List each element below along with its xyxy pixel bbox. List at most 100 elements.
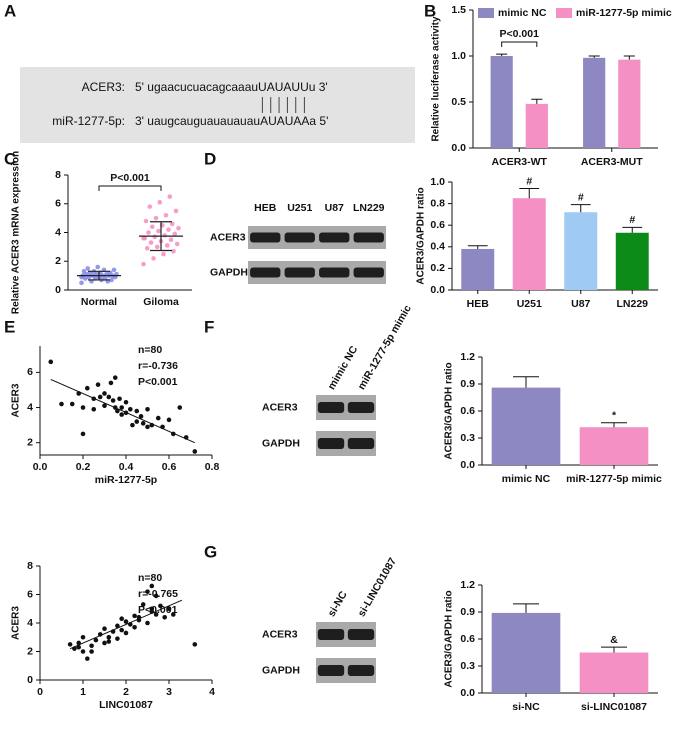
y-tick-label: 0 — [55, 284, 61, 296]
bar — [583, 57, 606, 149]
base-pairing — [261, 97, 305, 113]
bar — [490, 56, 513, 148]
blot-lane-label: miR-1277-5p mimic — [356, 303, 414, 392]
point — [177, 405, 183, 410]
dot — [172, 231, 178, 237]
dot — [141, 261, 146, 267]
error-bar — [519, 187, 540, 199]
dot — [81, 269, 87, 274]
point — [153, 612, 159, 617]
point — [102, 626, 107, 631]
x-axis-label: LINC01087 — [99, 699, 153, 711]
fit-line — [50, 378, 196, 444]
dot — [156, 228, 161, 234]
x-tick-label: 1 — [80, 686, 86, 698]
blot-band — [347, 438, 375, 449]
stat-annotation: n=80 — [138, 344, 162, 356]
sd-bar — [150, 221, 172, 252]
blot-band — [250, 267, 281, 278]
y-tick-label: 8 — [55, 169, 61, 181]
y-tick-label: 2 — [27, 645, 33, 657]
stat-annotation: r=-0.736 — [138, 360, 178, 372]
dot — [173, 208, 179, 214]
blot-row-label: GAPDH — [210, 266, 248, 278]
point — [119, 405, 124, 410]
point — [155, 415, 161, 421]
significance-mark: # — [526, 175, 532, 187]
x-tick-label: miR-1277-5p mimic — [566, 473, 662, 485]
blot-lane-label: si-NC — [326, 589, 350, 619]
panel-letter: E — [4, 317, 15, 336]
x-tick-label: si-NC — [512, 701, 540, 713]
blot-band — [317, 665, 345, 676]
point — [166, 606, 172, 612]
point — [115, 408, 120, 414]
y-tick-label: 0.0 — [430, 284, 445, 296]
point — [128, 406, 133, 412]
point — [145, 589, 150, 594]
bar — [461, 248, 495, 290]
dot — [111, 267, 117, 273]
point — [140, 602, 146, 607]
dot — [154, 244, 160, 250]
sequence: 3' uaugcauguauauauauAUAUAAa 5' — [135, 114, 328, 128]
dot — [164, 243, 170, 248]
point — [117, 396, 122, 402]
point — [93, 637, 99, 643]
point — [85, 385, 90, 391]
point — [123, 399, 129, 405]
point — [106, 634, 112, 640]
point — [192, 449, 198, 454]
blot-band — [284, 267, 315, 278]
blot-background — [248, 226, 386, 249]
y-tick-label: 0.4 — [430, 241, 445, 253]
point — [106, 639, 112, 644]
point — [123, 619, 129, 624]
x-tick-label: HEB — [467, 298, 490, 310]
error-bar — [570, 204, 591, 213]
y-tick-label: 1.2 — [460, 579, 475, 591]
blot-band — [317, 438, 345, 449]
point — [119, 627, 124, 633]
y-tick-label: 4 — [27, 617, 33, 629]
y-tick-label: 4 — [55, 226, 61, 238]
error-bar — [623, 55, 635, 60]
stat-annotation: n=80 — [138, 572, 162, 584]
point — [67, 642, 73, 647]
x-tick-label: 2 — [123, 686, 129, 698]
panel-letter: C — [4, 149, 16, 168]
error-bar — [588, 55, 600, 58]
legend-swatch — [478, 8, 494, 18]
panel-letter: B — [424, 1, 436, 20]
dot — [85, 266, 91, 271]
y-tick-label: 1.0 — [430, 176, 445, 188]
error-bar — [622, 226, 643, 233]
point — [119, 412, 124, 417]
bar — [491, 612, 561, 693]
y-tick-label: 2 — [55, 255, 61, 267]
dot — [169, 221, 175, 227]
x-tick-label: Normal — [81, 296, 117, 308]
point — [97, 394, 103, 400]
dot — [166, 227, 171, 232]
point — [145, 620, 150, 626]
blot-row-label: ACER3 — [210, 231, 246, 243]
x-tick-label: Giloma — [143, 296, 179, 308]
x-tick-label: mimic NC — [502, 473, 551, 485]
sequence-label: miR-1277-5p: — [52, 114, 125, 128]
blot-band — [250, 232, 281, 243]
point — [134, 419, 140, 424]
x-tick-label: 3 — [166, 686, 172, 698]
blot-background — [248, 261, 386, 284]
point — [91, 406, 97, 412]
dot — [153, 215, 159, 221]
x-tick-label: 4 — [209, 686, 215, 698]
y-tick-label: 0.6 — [460, 633, 475, 645]
error-bar — [496, 53, 508, 56]
dot — [144, 246, 150, 251]
y-tick-label: 0.3 — [460, 660, 475, 672]
point — [110, 398, 116, 403]
y-tick-label: 0.0 — [460, 687, 475, 699]
blot-band — [347, 629, 375, 640]
significance-mark: * — [612, 409, 617, 421]
